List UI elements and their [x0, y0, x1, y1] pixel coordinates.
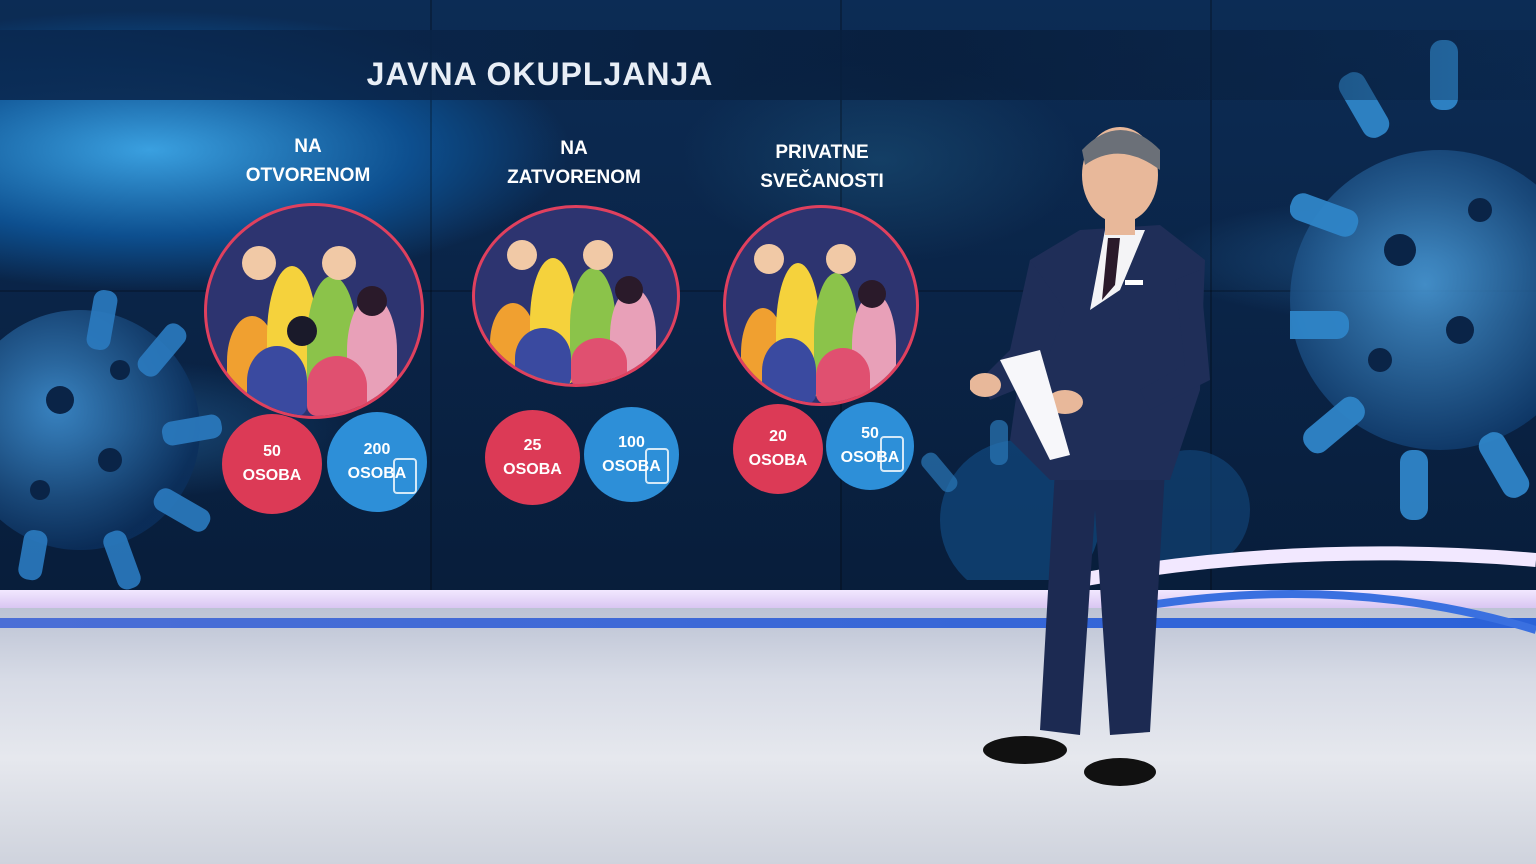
- presenter-figure: [970, 127, 1210, 786]
- limit-number: 50: [263, 443, 281, 460]
- wall-seam: [1210, 0, 1212, 600]
- virus-illustration-right: [1290, 40, 1536, 520]
- column-label-line: ZATVORENOM: [507, 167, 641, 188]
- column-label-line: OTVORENOM: [245, 165, 371, 186]
- crowd-illustration: [723, 205, 919, 406]
- person-head: [583, 240, 613, 270]
- person-figure: [762, 338, 816, 403]
- limit-number: 100: [618, 433, 645, 451]
- limit-number: 50: [861, 425, 879, 442]
- limit-unit: OSOBA: [840, 449, 900, 466]
- limit-badge-red: 50 OSOBA: [222, 414, 322, 514]
- column-label-private: PRIVATNE SVEČANOSTI: [722, 138, 922, 196]
- column-label-indoor: NA ZATVORENOM: [474, 134, 674, 192]
- limit-unit: OSOBA: [748, 452, 808, 469]
- person-figure: [816, 348, 870, 403]
- studio-floor: [0, 600, 1536, 864]
- virus-illustration-left: [0, 289, 223, 590]
- column-label-line: SVEČANOSTI: [760, 171, 884, 192]
- person-head: [287, 316, 317, 346]
- phone-certificate-icon: [393, 458, 417, 494]
- wall-seam: [430, 0, 432, 600]
- limit-badge-blue: 200 OSOBA: [327, 412, 427, 512]
- limit-number: 20: [769, 428, 787, 445]
- limit-unit: OSOBA: [242, 467, 302, 484]
- crowd-illustration: [204, 203, 424, 419]
- person-head: [858, 280, 886, 308]
- person-figure: [515, 328, 571, 384]
- limit-number: 25: [523, 436, 542, 454]
- person-head: [826, 244, 856, 274]
- phone-certificate-icon: [880, 436, 904, 472]
- person-head: [754, 244, 784, 274]
- person-figure: [247, 346, 307, 416]
- limit-unit: OSOBA: [347, 465, 407, 482]
- limit-unit: OSOBA: [503, 460, 562, 478]
- graphic-title: JAVNA OKUPLJANJA: [366, 56, 714, 92]
- wall-base-blue-strip: [0, 618, 1536, 628]
- person-figure: [571, 338, 627, 384]
- title-bar: [0, 30, 1536, 100]
- limit-badge-blue: 100 OSOBA: [584, 407, 679, 502]
- limit-number: 200: [363, 441, 391, 458]
- limit-badge-red: 25 OSOBA: [485, 410, 580, 505]
- person-head: [322, 246, 356, 280]
- crowd-illustration: [472, 205, 680, 387]
- column-label-line: NA: [294, 136, 322, 157]
- person-head: [242, 246, 276, 280]
- limit-badge-red: 20 OSOBA: [733, 404, 823, 494]
- phone-certificate-icon: [645, 448, 669, 484]
- person-head: [357, 286, 387, 316]
- person-head: [507, 240, 537, 270]
- person-figure: [307, 356, 367, 416]
- person-head: [615, 276, 643, 304]
- column-label-outdoor: NA OTVORENOM: [208, 132, 408, 190]
- column-label-line: PRIVATNE: [775, 142, 869, 163]
- limit-badge-blue: 50 OSOBA: [826, 402, 914, 490]
- column-label-line: NA: [560, 138, 588, 159]
